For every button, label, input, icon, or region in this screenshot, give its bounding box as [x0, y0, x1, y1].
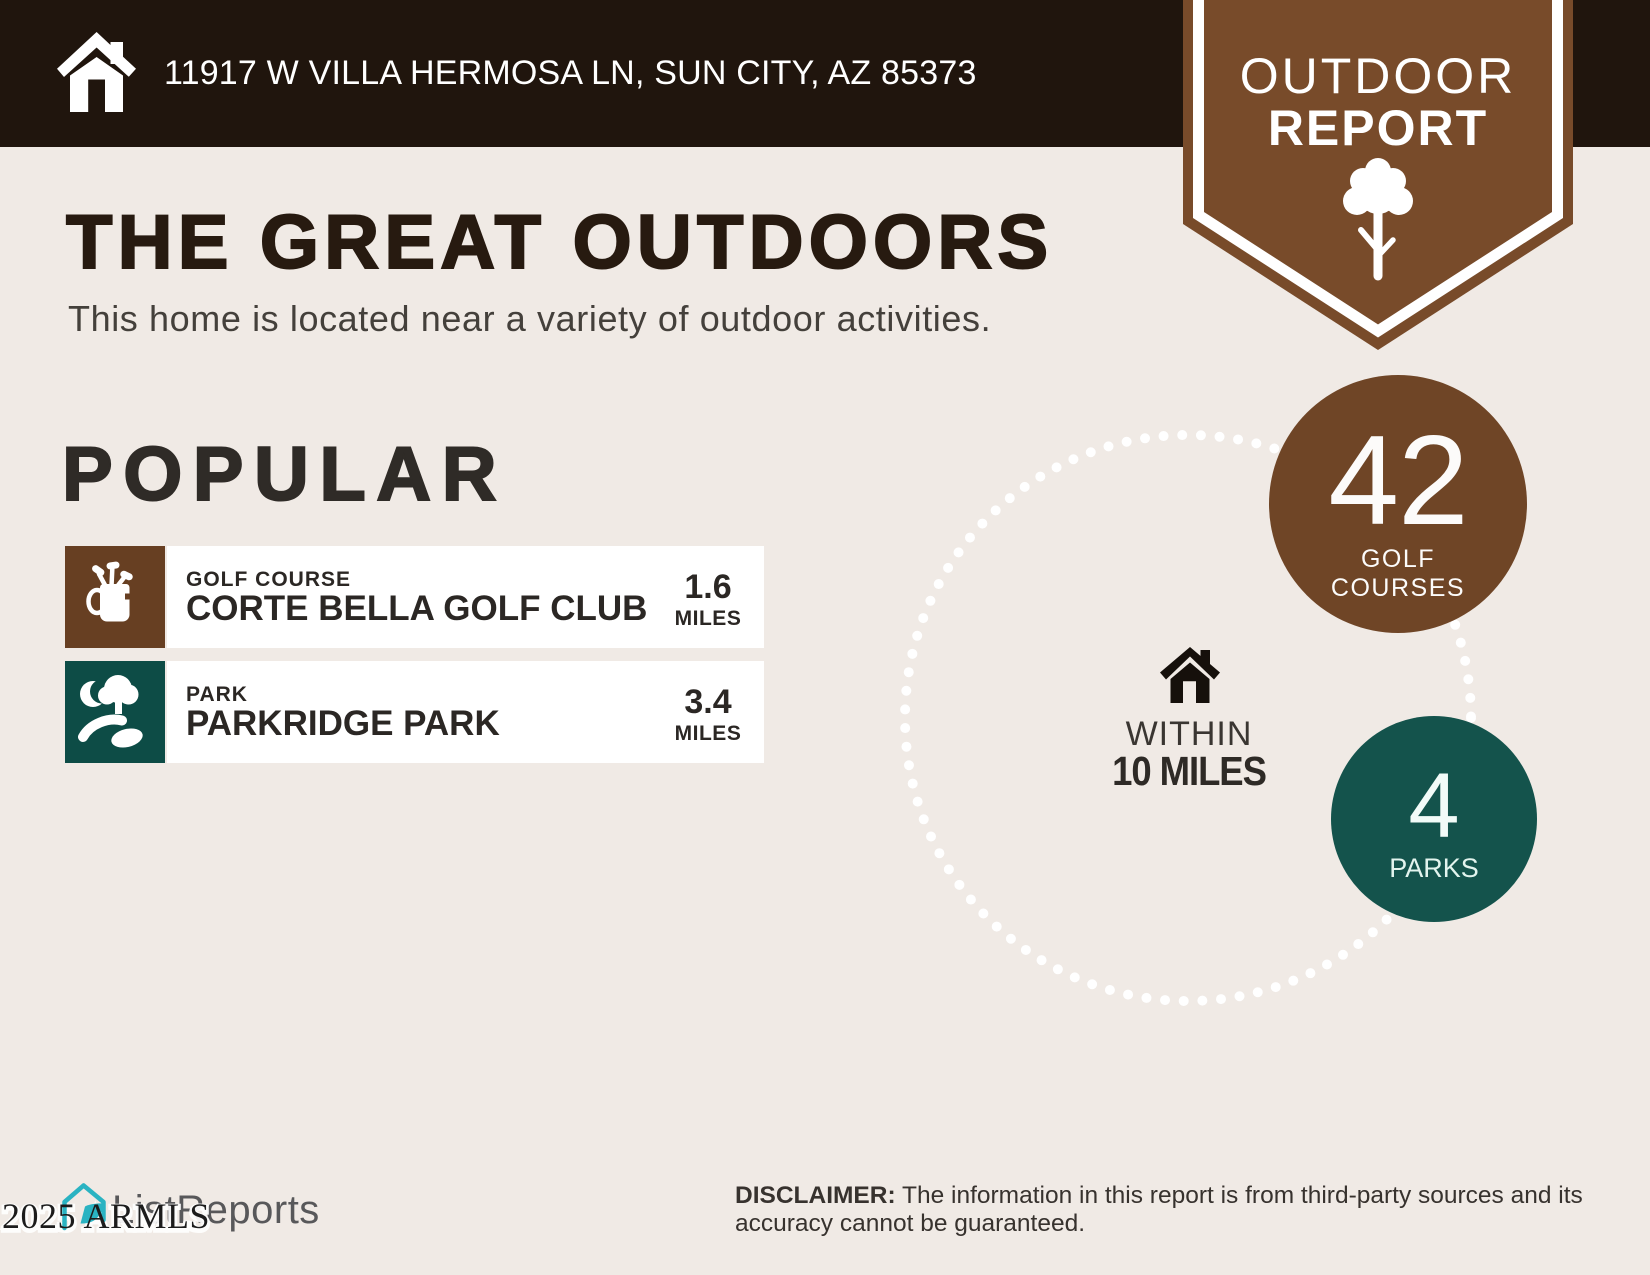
- svg-text:REPORT: REPORT: [1268, 100, 1488, 156]
- svg-text:OUTDOOR: OUTDOOR: [1240, 48, 1517, 104]
